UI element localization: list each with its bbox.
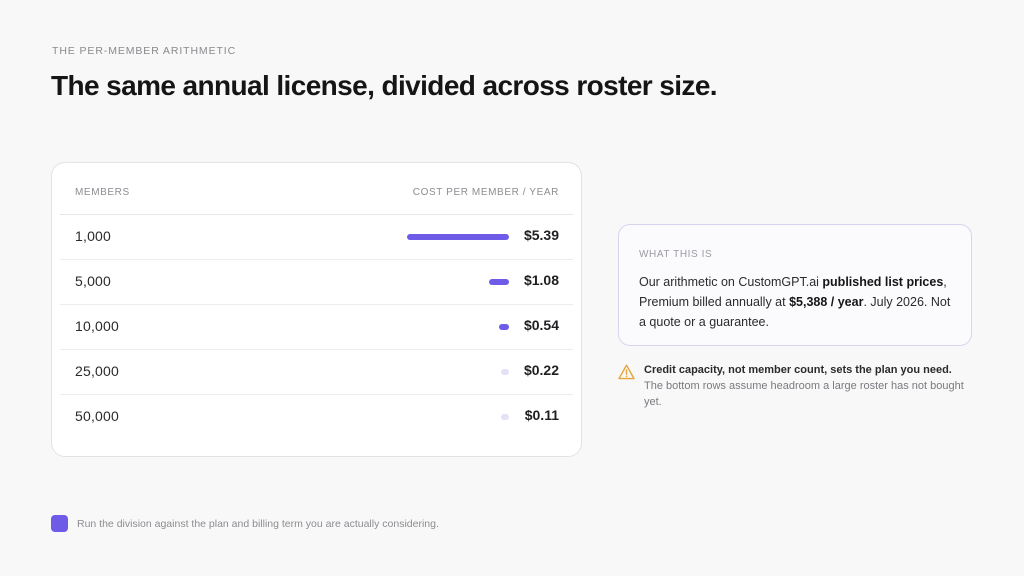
row-price: $0.22 xyxy=(523,362,559,378)
note-text: , Premium billed annually at xyxy=(639,275,947,309)
row-price: $0.54 xyxy=(523,317,559,333)
cost-bar xyxy=(501,369,509,375)
warning-rest: The bottom rows assume headroom a large … xyxy=(644,380,964,408)
members-column-header: MEMBERS xyxy=(75,187,130,198)
row-price: $5.39 xyxy=(523,227,559,243)
note-label: WHAT THIS IS xyxy=(639,249,713,260)
row-members: 10,000 xyxy=(75,318,120,334)
note-emphasis: $5,388 / year xyxy=(789,295,864,309)
row-price: $0.11 xyxy=(524,407,559,423)
warning-text: Credit capacity, not member count, sets … xyxy=(644,362,972,410)
table-row: 50,000 $0.11 xyxy=(60,394,573,439)
cost-table-card: MEMBERS COST PER MEMBER / YEAR 1,000 $5.… xyxy=(51,162,582,457)
cost-bar xyxy=(501,414,509,420)
table-row: 5,000 $1.08 xyxy=(60,259,573,305)
note-text: . July 2026. Not a quote or a guarantee. xyxy=(639,295,951,329)
row-members: 1,000 xyxy=(75,228,112,244)
accent-swatch xyxy=(51,515,68,532)
note-body: Our arithmetic on CustomGPT.ai published… xyxy=(639,272,954,332)
row-price: $1.08 xyxy=(523,272,559,288)
row-members: 25,000 xyxy=(75,363,120,379)
table-row: 10,000 $0.54 xyxy=(60,304,573,350)
warning-icon xyxy=(618,364,635,380)
cost-bar xyxy=(489,279,509,285)
table-row: 1,000 $5.39 xyxy=(60,214,573,260)
note-text: Our arithmetic on CustomGPT.ai xyxy=(639,275,823,289)
cost-column-header: COST PER MEMBER / YEAR xyxy=(412,187,559,198)
table-header: MEMBERS COST PER MEMBER / YEAR xyxy=(60,163,573,215)
note-emphasis: published list prices xyxy=(822,275,944,289)
eyebrow-label: THE PER-MEMBER ARITHMETIC xyxy=(52,45,237,57)
warning-emphasis: Credit capacity, not member count, sets … xyxy=(644,364,952,376)
cost-bar xyxy=(499,324,509,330)
what-this-is-card: WHAT THIS IS Our arithmetic on CustomGPT… xyxy=(618,224,972,346)
cost-bar xyxy=(407,234,509,240)
footer-text: Run the division against the plan and bi… xyxy=(77,518,439,530)
row-members: 5,000 xyxy=(75,273,112,289)
page-title: The same annual license, divided across … xyxy=(51,70,718,101)
row-members: 50,000 xyxy=(75,408,120,424)
table-row: 25,000 $0.22 xyxy=(60,349,573,395)
